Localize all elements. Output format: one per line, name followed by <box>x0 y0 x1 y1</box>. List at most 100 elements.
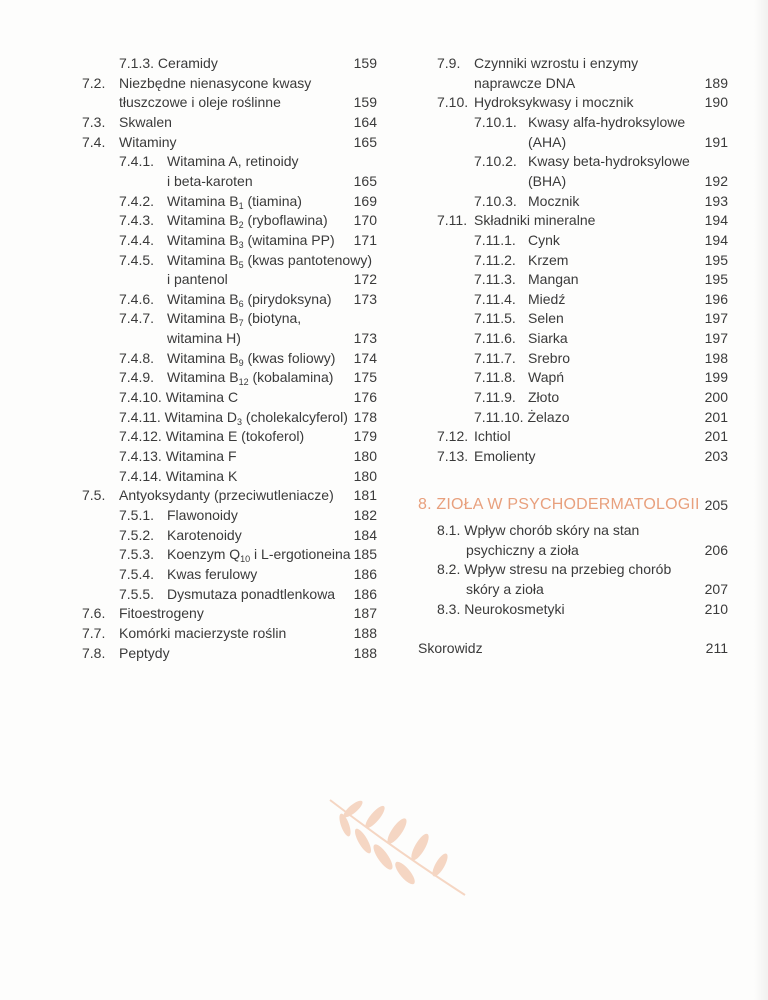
entry-page: 188 <box>353 624 377 641</box>
entry-page: 195 <box>704 271 728 288</box>
entry-number: 7.8. <box>82 644 106 661</box>
entry-number: 7.5.3. <box>119 546 155 563</box>
entry-title-part: Witamina B <box>167 369 239 386</box>
entry-line: 7.11.10. Żelazo <box>474 408 569 426</box>
entry-title-part: Witamina B <box>167 251 239 268</box>
page-edge-shadow <box>754 0 768 1000</box>
entry-page: 175 <box>353 369 377 386</box>
subscript: 3 <box>238 239 244 250</box>
entry-page: 193 <box>704 192 728 209</box>
entry-page: 169 <box>353 192 377 209</box>
entry-title: Wpływ chorób skóry na stan <box>464 522 640 538</box>
entry-title-part: (witamina PP) <box>243 231 335 248</box>
entry-page: 207 <box>704 580 728 597</box>
entry-title: Witamina E (tokoferol) <box>165 428 305 445</box>
subscript: 2 <box>238 220 244 231</box>
entry-title-part: i L-ergotioneina <box>250 546 351 563</box>
entry-title: Flawonoidy <box>167 506 238 523</box>
entry-page: 165 <box>353 172 377 189</box>
entry-title: Witamina B9 (kwas foliowy) <box>167 349 336 368</box>
index-page: 211 <box>705 640 728 656</box>
entry-page: 173 <box>353 330 377 347</box>
entry-title: Antyoksydanty (przeciwutleniacze) <box>119 487 334 504</box>
entry-number: 7.12. <box>437 428 469 445</box>
entry-title: Karotenoidy <box>167 526 242 543</box>
entry-number: 7.4.12. <box>119 428 162 445</box>
entry-title: Koenzym Q10 i L-ergotioneina <box>167 545 351 565</box>
entry-line: 7.4.11. Witamina D3 (cholekalcyferol) <box>119 408 348 427</box>
entry-line: 7.4.14. Witamina K <box>119 467 237 485</box>
leaf-branch-icon <box>329 799 466 896</box>
entry-number: 7.4.3. <box>119 212 155 229</box>
entry-number: 7.4.8. <box>119 349 155 366</box>
entry-title: Niezbędne nienasycone kwasy <box>119 74 312 91</box>
entry-page: 182 <box>353 506 377 523</box>
subscript: 10 <box>240 554 251 565</box>
entry-number: 8.2. <box>437 561 461 578</box>
entry-title-part: Witamina B <box>167 231 239 248</box>
entry-page: 174 <box>353 349 377 366</box>
index-label: Skorowidz <box>418 640 483 656</box>
entry-title-part: Witamina B <box>167 212 239 229</box>
entry-title: Hydroksykwasy i mocznik <box>474 94 634 111</box>
entry-page: 178 <box>353 408 377 425</box>
entry-line: 8.2. Wpływ stresu na przebieg chorób <box>437 560 671 578</box>
entry-title: Witamina B5 (kwas pantotenowy) <box>167 251 372 270</box>
entry-number: 7.10.3. <box>474 192 517 209</box>
entry-page: 206 <box>704 541 728 558</box>
entry-title-part: Witamina B <box>167 290 239 307</box>
entry-title: Witamina A, retinoidy <box>167 153 299 170</box>
entry-number: 7.4.6. <box>119 290 155 307</box>
entry-number: 7.4.10. <box>119 389 162 406</box>
entry-title: Składniki mineralne <box>474 212 596 229</box>
entry-number: 7.11.3. <box>474 271 516 288</box>
entry-number: 7.11.8. <box>474 369 516 386</box>
entry-title-part: (kwas foliowy) <box>243 349 336 366</box>
entry-title: Siarka <box>528 330 568 347</box>
entry-number: 8.1. <box>437 522 461 538</box>
entry-page: 192 <box>704 172 728 189</box>
entry-title-continuation: skóry a zioła <box>466 580 544 597</box>
entry-page: 179 <box>353 428 377 445</box>
entry-page: 180 <box>353 448 377 464</box>
entry-title: Mocznik <box>528 192 580 209</box>
entry-number: 7.11.5. <box>474 310 516 327</box>
entry-line: 7.4.10. Witamina C <box>119 388 238 406</box>
entry-title: Wapń <box>528 369 565 386</box>
entry-number: 7.11.10. <box>474 408 524 425</box>
entry-title-part: Witamina B <box>167 349 239 366</box>
entry-number: 7.4.1. <box>119 153 155 170</box>
entry-title: Witamina B3 (witamina PP) <box>167 231 335 250</box>
entry-title: Witamina B2 (ryboflawina) <box>167 211 328 231</box>
entry-page: 196 <box>704 290 728 307</box>
entry-title: Skwalen <box>119 113 172 130</box>
entry-title-continuation: naprawcze DNA <box>474 74 576 91</box>
entry-title: Kwas ferulowy <box>167 565 258 582</box>
entry-title: Fitoestrogeny <box>119 605 204 622</box>
entry-number: 7.10.2. <box>474 153 517 170</box>
entry-page: 187 <box>353 605 377 622</box>
entry-title-part: (tiamina) <box>243 192 302 209</box>
entry-line: 7.4.12. Witamina E (tokoferol) <box>119 427 304 445</box>
entry-number: 7.11.1. <box>474 231 516 248</box>
entry-page: 165 <box>353 133 377 150</box>
entry-title-part: Witamina B <box>167 310 239 327</box>
entry-title-continuation: tłuszczowe i oleje roślinne <box>119 94 281 111</box>
entry-title: Selen <box>528 310 564 327</box>
entry-title-continuation: i pantenol <box>167 271 228 288</box>
entry-page: 194 <box>704 212 728 229</box>
entry-line: 7.4.13. Witamina F <box>119 447 237 465</box>
entry-number: 7.2. <box>82 74 106 91</box>
entry-number: 7.11.6. <box>474 330 516 347</box>
entry-title-part: (biotyna, <box>243 310 302 327</box>
entry-page: 188 <box>353 644 377 661</box>
subscript: 6 <box>238 298 244 309</box>
entry-title: Witaminy <box>119 133 177 150</box>
entry-title: Neurokosmetyki <box>464 600 565 617</box>
entry-page: 198 <box>704 349 728 366</box>
entry-page: 190 <box>704 94 728 111</box>
subscript: 7 <box>238 318 244 329</box>
entry-number: 7.11. <box>437 212 468 229</box>
entry-page: 191 <box>704 133 728 150</box>
entry-title-part: (pirydoksyna) <box>243 290 332 307</box>
